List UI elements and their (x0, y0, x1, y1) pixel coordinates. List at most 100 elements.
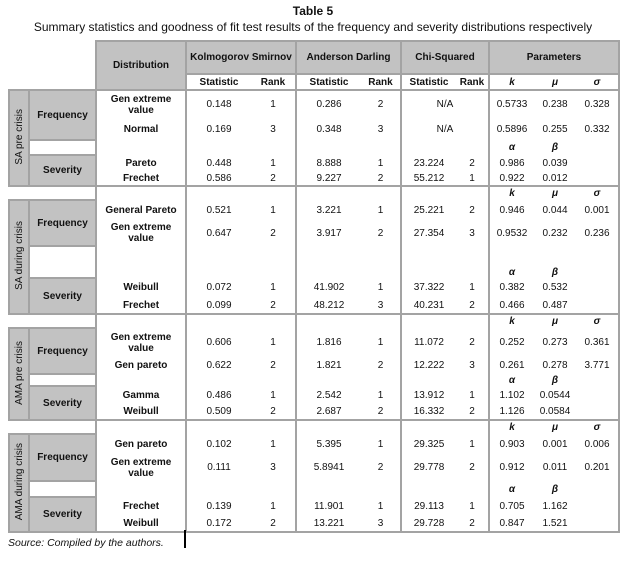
alpha-beta-header-row: α β (9, 246, 620, 278)
param-mu-cell: 0.011 (542, 462, 568, 473)
param-sigma-cell: 0.236 (576, 220, 620, 246)
distribution-cell: Gen pareto (95, 434, 186, 454)
ks-rank-cell: 3 (270, 462, 276, 473)
ad-rank-cell: 3 (377, 123, 384, 135)
subheader-ad-rank: Rank (361, 74, 401, 91)
spacer-cell (576, 140, 620, 155)
distribution-cell: General Pareto (95, 200, 186, 220)
ks-statistic-cell: 0.509 (185, 404, 251, 421)
param-k-cell: 0.9532 (488, 220, 534, 246)
spacer-cell (251, 140, 296, 155)
spacer-cell (456, 481, 489, 497)
ks-rank-cell: 2 (251, 171, 296, 187)
spacer-cell (456, 186, 489, 200)
ks-rank-cell: 2 (251, 404, 296, 421)
param-beta-cell: 0.0544 (539, 389, 571, 401)
spacer-cell (576, 386, 620, 404)
subheader-ks-rank: Rank (251, 74, 296, 91)
table-row: Severity Pareto 0.448 1 8.888 1 23.224 2… (9, 154, 620, 187)
spacer-cell (576, 171, 620, 187)
table-row: SA pre crisis Frequency Gen extreme valu… (8, 89, 620, 187)
ad-statistic-cell: 8.888 (295, 155, 361, 171)
spacer-cell (29, 481, 96, 497)
subheader-ad-statistic: Statistic (295, 74, 361, 91)
k-header: k (488, 186, 534, 200)
spacer-cell (361, 374, 401, 386)
spacer-cell (400, 186, 456, 200)
source-note: Source: Compiled by the authors. (8, 537, 164, 549)
chi-rank-cell: 1 (469, 500, 475, 512)
table-row: AMA pre crisis Frequency Gen extreme val… (8, 327, 620, 421)
ks-statistic-cell: 0.169 (185, 118, 251, 140)
kms-header-row: k μ σ (9, 186, 620, 200)
chi-statistic-cell: 16.332 (400, 404, 456, 421)
ad-statistic-cell: 9.227 (295, 171, 361, 187)
group-label-ama-during-crisis: AMA during crisis (8, 433, 30, 533)
title-block: Table 5 Summary statistics and goodness … (0, 0, 626, 35)
spacer-cell (576, 246, 620, 278)
spacer-cell (400, 374, 456, 386)
text-cursor-artifact (184, 530, 186, 548)
distribution-cell: Gen extreme value (95, 454, 186, 481)
ks-rank-cell: 1 (270, 99, 276, 110)
col-header-distribution: Distribution (95, 40, 187, 91)
ks-statistic-cell: 0.448 (185, 155, 251, 171)
ks-rank-cell: 1 (270, 157, 276, 169)
chi-statistic-cell: 13.912 (400, 386, 456, 404)
ks-statistic-cell: 0.072 (185, 278, 251, 297)
chi-statistic-cell: 37.322 (400, 278, 456, 297)
spacer-cell (95, 246, 186, 278)
ad-statistic-cell: 0.348 (295, 118, 361, 140)
frequency-label: Frequency (28, 433, 97, 482)
header-row-sub: Statistic Rank Statistic Rank Statistic … (9, 74, 620, 91)
param-mu-cell: 0.278 (542, 360, 568, 371)
ad-statistic-cell: 41.902 (295, 278, 361, 297)
sigma-header: σ (576, 186, 620, 200)
table-row: Frechet 0.099 2 48.212 3 40.231 2 0.466 … (9, 297, 620, 315)
spacer-cell (251, 374, 296, 386)
ad-statistic-cell: 2.542 (295, 386, 361, 404)
distribution-cell: Weibull (95, 515, 186, 533)
chi-rank-cell: 3 (469, 360, 475, 371)
param-beta-cell: 1.162 (542, 500, 568, 512)
frequency-label: Frequency (28, 89, 97, 141)
spacer-cell (185, 140, 251, 155)
ad-statistic-cell: 13.221 (295, 515, 361, 533)
alpha-header: α (488, 140, 534, 155)
chi-rank-cell: 2 (456, 404, 489, 421)
spacer-cell (576, 515, 620, 533)
param-k-cell: 0.5896 (488, 118, 534, 140)
spacer-cell (361, 481, 401, 497)
table-title: Table 5 (292, 4, 334, 18)
spacer-cell (361, 314, 401, 328)
ad-rank-cell: 1 (377, 157, 384, 169)
group-label-sa-during-crisis: SA during crisis (8, 199, 30, 315)
spacer-cell (185, 314, 251, 328)
ad-statistic-cell: 1.821 (295, 357, 361, 374)
kms-header-row: k μ σ (9, 420, 620, 434)
alpha-beta-header-row: α β (9, 481, 620, 497)
mu-header: μ (551, 316, 559, 327)
param-beta-cell: 0.532 (542, 282, 568, 293)
spacer-cell (456, 314, 489, 328)
spacer-cell (95, 481, 186, 497)
table-row: SA during crisis Frequency General Paret… (8, 199, 620, 315)
param-beta-cell: 0.0584 (534, 404, 576, 421)
table-row: Gen pareto 0.622 2 1.821 2 12.222 3 0.26… (9, 357, 620, 374)
ad-rank-cell: 1 (377, 282, 384, 293)
ks-statistic-cell: 0.586 (185, 171, 251, 187)
ks-rank-cell: 2 (251, 297, 296, 315)
chi-rank-cell: 1 (469, 282, 475, 293)
table-row: Weibull 0.172 2 13.221 3 29.728 2 0.847 … (9, 515, 620, 533)
ks-rank-cell: 1 (270, 282, 276, 293)
spacer-cell (576, 155, 620, 171)
ks-rank-cell: 3 (270, 123, 276, 135)
ks-statistic-cell: 0.606 (185, 328, 251, 357)
ks-rank-cell: 1 (270, 389, 276, 401)
alpha-header: α (488, 481, 534, 497)
ks-statistic-cell: 0.486 (185, 386, 251, 404)
param-mu-cell: 0.238 (542, 99, 568, 110)
distribution-cell: Weibull (95, 278, 186, 297)
spacer-cell (576, 404, 620, 421)
frequency-label: Frequency (28, 327, 97, 375)
